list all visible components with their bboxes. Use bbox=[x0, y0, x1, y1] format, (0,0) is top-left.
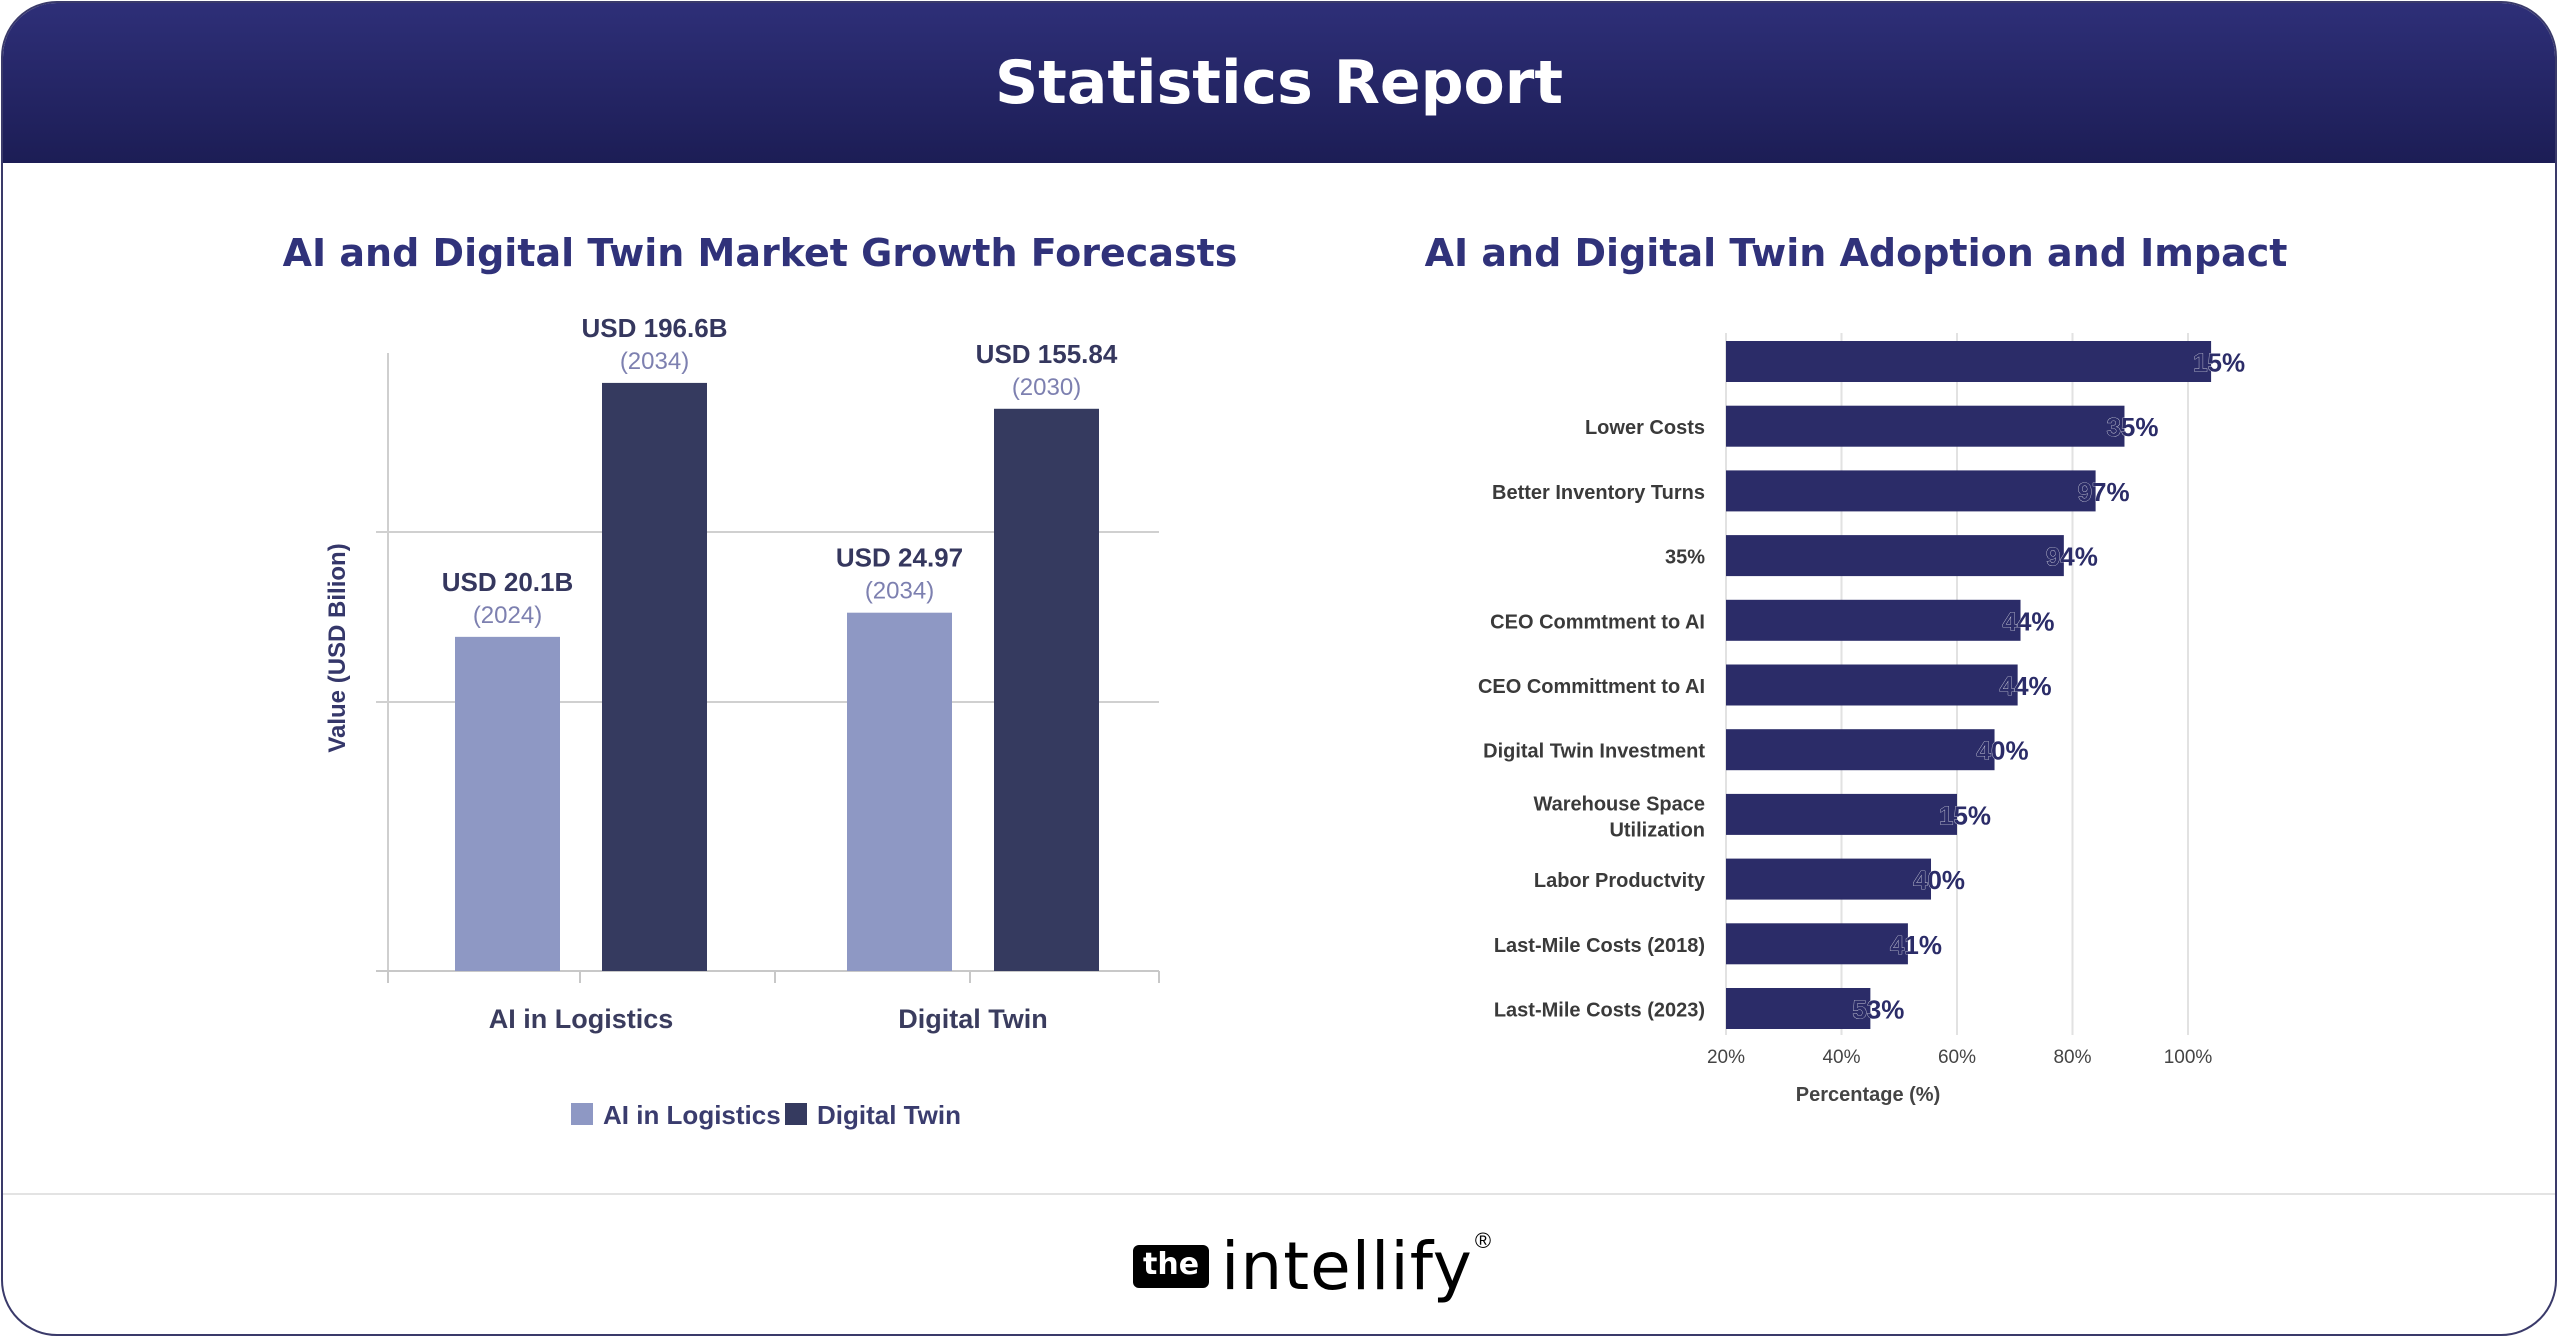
bar bbox=[1726, 729, 1995, 771]
bar-value-label: 35% bbox=[2106, 412, 2158, 442]
y-category-label: Warehouse Space bbox=[1533, 793, 1705, 815]
bar-value-label: 44% bbox=[2003, 606, 2055, 636]
bar-value-label: 44% bbox=[2000, 671, 2052, 701]
bar-value-label: USD 20.1B bbox=[442, 567, 574, 597]
bar-value-label: 15% bbox=[2193, 348, 2245, 378]
y-category-label: Lower Costs bbox=[1585, 417, 1705, 439]
logo-name: intellify bbox=[1221, 1228, 1473, 1305]
bar bbox=[1726, 923, 1908, 965]
intellify-logo: the intellify ® bbox=[1133, 1228, 1491, 1305]
bar bbox=[1726, 470, 2096, 512]
bar-year-label: (2030) bbox=[1012, 374, 1081, 401]
bar bbox=[1726, 858, 1932, 900]
y-category-label: Better Inventory Turns bbox=[1492, 482, 1705, 504]
legend-label: Digital Twin bbox=[817, 1100, 961, 1130]
bar-value-label: USD 24.97 bbox=[836, 543, 963, 573]
y-category-label: CEO Commtment to AI bbox=[1490, 611, 1705, 633]
bar-value-label: USD 196.6B bbox=[582, 313, 728, 343]
adoption-impact-chart: 20% 40% 60% 80% 100% Percentage (%) 15% 35% Lowe… bbox=[1478, 333, 2245, 1106]
bar-value-label: 97% bbox=[2078, 477, 2130, 507]
x-axis-label: Percentage (%) bbox=[1796, 1084, 1941, 1106]
bar bbox=[1726, 988, 1871, 1029]
legend-swatch bbox=[571, 1103, 593, 1125]
bar-value-label: USD 155.84 bbox=[976, 339, 1118, 369]
logo-registered-mark: ® bbox=[1474, 1228, 1492, 1253]
x-tick-label: 100% bbox=[2164, 1047, 2213, 1068]
bar-digital-twin bbox=[602, 382, 707, 972]
x-tick-label: 20% bbox=[1707, 1047, 1745, 1068]
bar-ai-in-logistics bbox=[455, 636, 560, 971]
legend-swatch bbox=[785, 1103, 807, 1125]
y-category-label: Last-Mile Costs (2023) bbox=[1494, 1000, 1705, 1022]
bar bbox=[1726, 535, 2064, 577]
page-title: Statistics Report bbox=[994, 48, 1564, 118]
bar-value-label: 15% bbox=[1939, 800, 1991, 830]
x-category-label: Digital Twin bbox=[898, 1004, 1048, 1034]
bar bbox=[1726, 405, 2125, 447]
x-tick-label: 80% bbox=[2053, 1047, 2091, 1068]
y-category-label: Last-Mile Costs (2018) bbox=[1494, 935, 1705, 957]
bar-digital-twin bbox=[994, 408, 1099, 971]
bar bbox=[1726, 341, 2212, 382]
y-category-label: 35% bbox=[1665, 547, 1705, 569]
header: Statistics Report bbox=[3, 3, 2555, 163]
bar-value-label: 53% bbox=[1852, 995, 1904, 1025]
bar bbox=[1726, 664, 2018, 706]
bar bbox=[1726, 599, 2021, 641]
y-axis-label: Value (USD Bilion) bbox=[324, 543, 351, 752]
bar-value-label: 41% bbox=[1890, 930, 1942, 960]
logo-the: the bbox=[1133, 1245, 1210, 1288]
legend-label: AI in Logistics bbox=[603, 1100, 781, 1130]
bar-year-label: (2034) bbox=[865, 578, 934, 605]
bar-value-label: 40% bbox=[1913, 865, 1965, 895]
bar-value-label: 94% bbox=[2046, 542, 2098, 572]
right-chart-title: AI and Digital Twin Adoption and Impact bbox=[1424, 231, 2288, 275]
x-tick-label: 60% bbox=[1938, 1047, 1976, 1068]
x-category-label: AI in Logistics bbox=[489, 1004, 674, 1034]
left-chart-title: AI and Digital Twin Market Growth Foreca… bbox=[282, 231, 1238, 275]
bar-year-label: (2034) bbox=[620, 348, 689, 375]
y-category-label: Digital Twin Investment bbox=[1483, 741, 1705, 763]
bar-ai-in-logistics bbox=[847, 612, 952, 971]
bar-year-label: (2024) bbox=[473, 602, 542, 629]
bar bbox=[1726, 793, 1957, 835]
market-growth-chart: Value (USD Bilion) USD 20.1B (2024) USD 196… bbox=[324, 313, 1160, 1130]
footer-divider bbox=[3, 1193, 2555, 1195]
x-tick-label: 40% bbox=[1822, 1047, 1860, 1068]
y-category-label: CEO Committment to AI bbox=[1478, 676, 1705, 698]
y-category-label: Utilization bbox=[1609, 819, 1705, 841]
y-category-label: Labor Productvity bbox=[1534, 870, 1706, 892]
bar-value-label: 40% bbox=[1977, 736, 2029, 766]
